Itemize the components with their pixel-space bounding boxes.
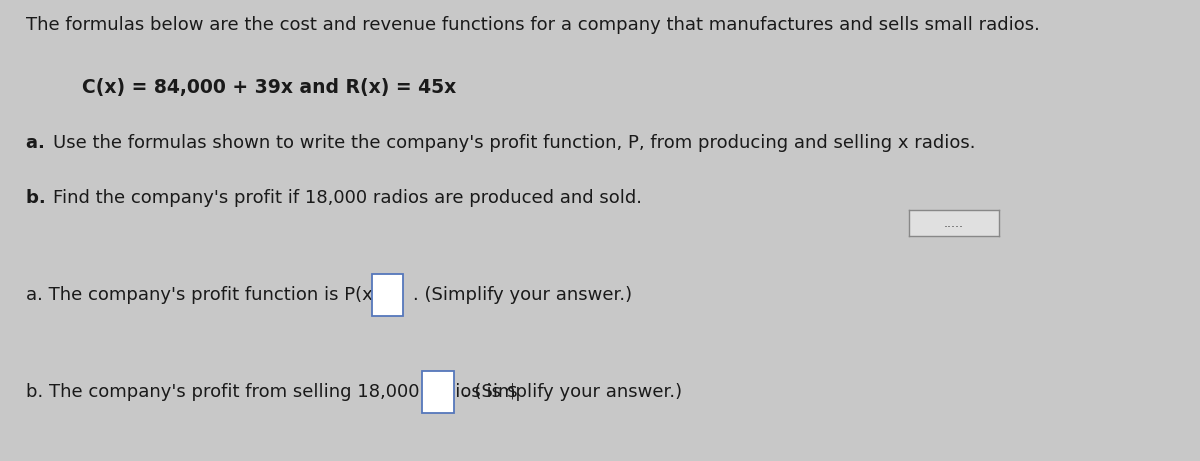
Text: Find the company's profit if 18,000 radios are produced and sold.: Find the company's profit if 18,000 radi… <box>53 189 642 207</box>
Text: . (Simplify your answer.): . (Simplify your answer.) <box>413 286 632 304</box>
Text: Use the formulas shown to write the company's profit function, P, from producing: Use the formulas shown to write the comp… <box>53 134 976 152</box>
Text: a. The company's profit function is P(x) =: a. The company's profit function is P(x)… <box>26 286 407 304</box>
Text: b.: b. <box>26 189 53 207</box>
Text: b. The company's profit from selling 18,000 radios is $: b. The company's profit from selling 18,… <box>26 383 518 401</box>
Text: a.: a. <box>26 134 52 152</box>
Text: The formulas below are the cost and revenue functions for a company that manufac: The formulas below are the cost and reve… <box>26 16 1040 34</box>
FancyBboxPatch shape <box>422 371 454 413</box>
FancyBboxPatch shape <box>372 274 403 316</box>
Text: . (Simplify your answer.): . (Simplify your answer.) <box>463 383 683 401</box>
Text: C(x) = 84,000 + 39x and R(x) = 45x: C(x) = 84,000 + 39x and R(x) = 45x <box>82 78 456 97</box>
Text: .....: ..... <box>944 217 964 230</box>
